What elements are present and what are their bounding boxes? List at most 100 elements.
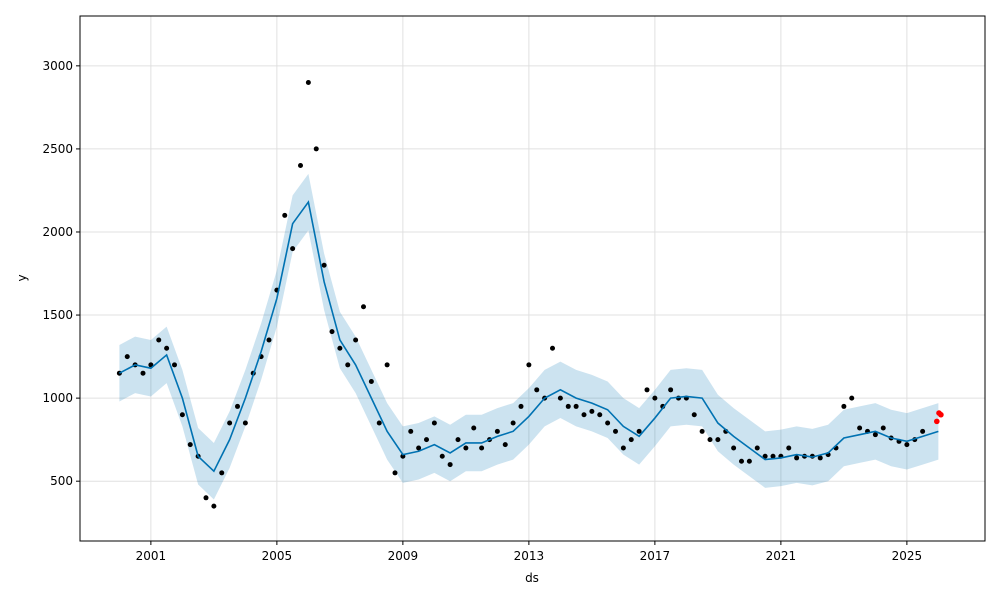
- observed-point: [337, 345, 343, 351]
- x-tick-label: 2021: [766, 549, 797, 563]
- observed-point: [282, 212, 288, 218]
- y-tick-label: 1000: [42, 391, 73, 405]
- y-tick-label: 3000: [42, 59, 73, 73]
- observed-point: [321, 262, 327, 268]
- y-tick-label: 500: [50, 474, 73, 488]
- observed-point: [376, 420, 382, 426]
- observed-point: [290, 246, 296, 252]
- observed-point: [219, 470, 225, 476]
- observed-point: [424, 437, 430, 443]
- observed-point: [502, 442, 508, 448]
- observed-point: [179, 412, 185, 418]
- x-axis-label: ds: [525, 571, 539, 585]
- y-tick-label: 2500: [42, 142, 73, 156]
- observed-point: [620, 445, 626, 451]
- observed-point: [431, 420, 437, 426]
- observed-point: [691, 412, 697, 418]
- observed-point: [597, 412, 603, 418]
- observed-point: [455, 437, 461, 443]
- observed-point: [746, 458, 752, 464]
- y-axis-label: y: [15, 274, 29, 281]
- observed-point: [172, 362, 178, 368]
- observed-point: [345, 362, 351, 368]
- observed-point: [227, 420, 233, 426]
- observed-point: [463, 445, 469, 451]
- observed-point: [786, 445, 792, 451]
- observed-point: [368, 379, 374, 385]
- observed-point: [794, 455, 800, 461]
- observed-point: [313, 146, 319, 152]
- observed-point: [849, 395, 855, 401]
- observed-point: [298, 163, 304, 169]
- observed-point: [305, 79, 311, 85]
- observed-point: [447, 462, 453, 468]
- observed-point: [235, 403, 241, 409]
- y-tick-label: 1500: [42, 308, 73, 322]
- observed-point: [479, 445, 485, 451]
- observed-point: [920, 428, 926, 434]
- observed-point: [754, 445, 760, 451]
- observed-point: [841, 403, 847, 409]
- observed-point: [329, 329, 335, 335]
- observed-point: [699, 428, 705, 434]
- observed-point: [731, 445, 737, 451]
- observed-point: [392, 470, 398, 476]
- observed-point: [439, 453, 445, 459]
- observed-point: [613, 428, 619, 434]
- observed-point: [628, 437, 634, 443]
- observed-point: [140, 370, 146, 376]
- observed-point: [187, 442, 193, 448]
- plot-frame: [79, 15, 986, 542]
- observed-point: [416, 445, 422, 451]
- x-tick-label: 2025: [892, 549, 923, 563]
- observed-point: [242, 420, 248, 426]
- observed-point: [518, 403, 524, 409]
- observed-point: [408, 428, 414, 434]
- x-tick-label: 2017: [640, 549, 671, 563]
- observed-point: [573, 403, 579, 409]
- observed-point: [605, 420, 611, 426]
- observed-point: [652, 395, 658, 401]
- observed-point: [534, 387, 540, 393]
- uncertainty-band: [119, 173, 939, 500]
- observed-point: [715, 437, 721, 443]
- observed-point: [550, 345, 556, 351]
- observed-point: [668, 387, 674, 393]
- observed-point: [565, 403, 571, 409]
- observed-point: [904, 442, 910, 448]
- x-tick-label: 2001: [136, 549, 167, 563]
- observed-point: [124, 354, 130, 360]
- observed-point: [471, 425, 477, 431]
- observed-point: [770, 453, 776, 459]
- observed-point: [707, 437, 713, 443]
- observed-point: [510, 420, 516, 426]
- observed-point: [581, 412, 587, 418]
- observed-point: [739, 458, 745, 464]
- observed-point: [361, 304, 367, 310]
- x-tick-label: 2005: [262, 549, 293, 563]
- observed-point: [589, 408, 595, 414]
- observed-point: [872, 432, 878, 438]
- observed-point: [636, 428, 642, 434]
- recent-point: [938, 411, 944, 418]
- forecast-line: [119, 200, 939, 473]
- observed-point: [817, 455, 823, 461]
- observed-point: [266, 337, 272, 343]
- observed-point: [494, 428, 500, 434]
- observed-point: [557, 395, 563, 401]
- observed-point: [880, 425, 886, 431]
- observed-point: [762, 453, 768, 459]
- x-tick-label: 2013: [514, 549, 545, 563]
- observed-point: [164, 345, 170, 351]
- observed-point: [644, 387, 650, 393]
- y-tick-label: 2000: [42, 225, 73, 239]
- observed-point: [353, 337, 359, 343]
- observed-point: [211, 503, 217, 509]
- observed-point: [526, 362, 532, 368]
- observed-point: [384, 362, 390, 368]
- recent-point: [934, 418, 940, 425]
- x-tick-label: 2009: [388, 549, 419, 563]
- observed-point: [203, 495, 209, 501]
